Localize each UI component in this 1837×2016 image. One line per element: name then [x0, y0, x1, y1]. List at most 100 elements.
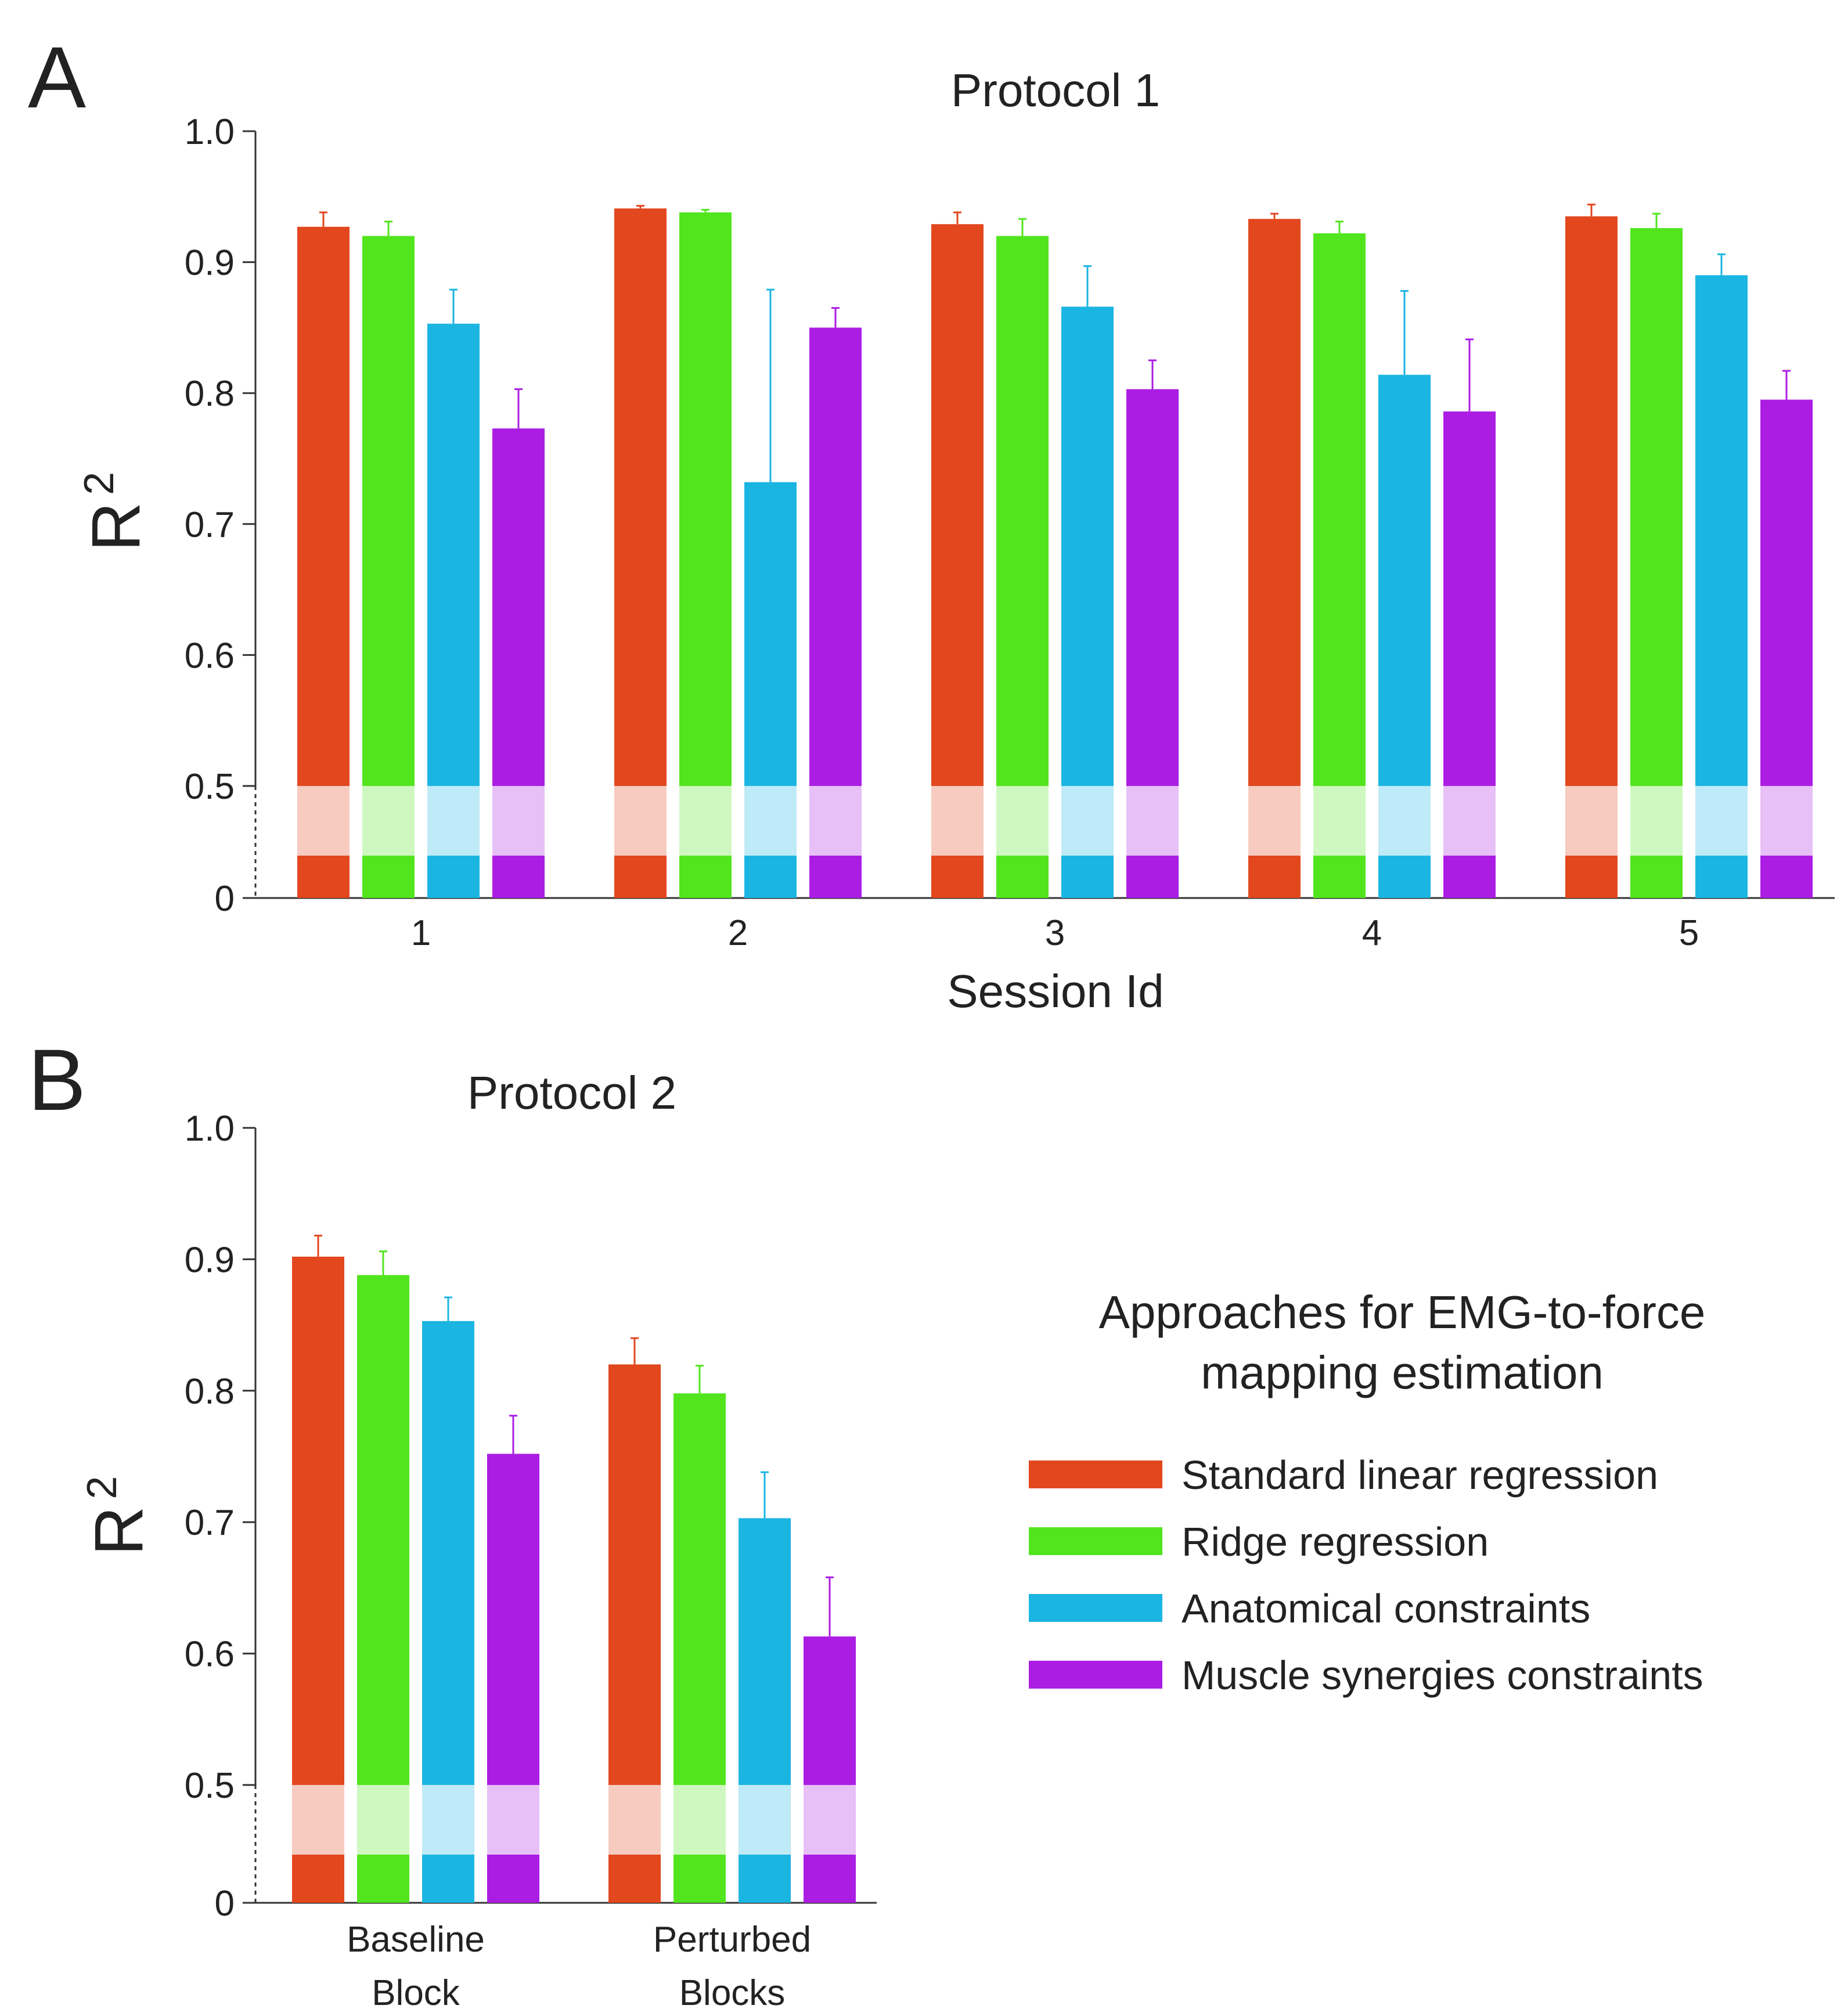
bar-break [1760, 786, 1813, 856]
legend-swatch [1029, 1594, 1162, 1622]
chart-a: 1.0 0.9 0.8 0.7 0.6 0.5 0 1 2 3 4 5 [185, 112, 1835, 953]
bar-base [1313, 856, 1366, 898]
bar-base [422, 1855, 474, 1903]
bar-break [1313, 786, 1366, 856]
bar [1313, 233, 1366, 786]
legend-title-line-1: Approaches for EMG-to-force [1099, 1286, 1706, 1338]
bar-break [804, 1785, 856, 1855]
legend-swatch [1029, 1661, 1162, 1689]
bar [804, 1636, 856, 1785]
chart-a-ylabel: R2 [76, 472, 154, 551]
bar-break [931, 786, 984, 856]
bar-base [931, 856, 984, 898]
bar [608, 1364, 661, 1785]
bar-base [996, 856, 1049, 898]
legend-label: Standard linear regression [1182, 1452, 1658, 1498]
y-tick-label: 0.6 [185, 1635, 235, 1675]
bar-base [1695, 856, 1748, 898]
bar [673, 1393, 726, 1785]
bar-base [614, 856, 667, 898]
chart-b-ylabel: R2 [79, 1476, 157, 1556]
y-tick-label: 0.8 [185, 1372, 235, 1412]
bar [487, 1454, 539, 1785]
bar-base [1248, 856, 1301, 898]
bar-base [1378, 856, 1431, 898]
legend-swatch [1029, 1460, 1162, 1488]
bar-base [427, 856, 480, 898]
bar [679, 212, 732, 786]
chart-a-title: Protocol 1 [951, 64, 1160, 116]
bar-base [492, 856, 545, 898]
bar-break [673, 1785, 726, 1855]
x-tick-label: 1 [411, 913, 431, 953]
bar-break [292, 1785, 344, 1855]
bar-base [1061, 856, 1114, 898]
chart-b: 1.0 0.9 0.8 0.7 0.6 0.5 0 Baseline Block Perturbe… [185, 1109, 877, 2013]
x-tick-label: 3 [1045, 913, 1065, 953]
bar-base [487, 1855, 539, 1903]
bar-base [292, 1855, 344, 1903]
x-tick-label: Blocks [679, 1973, 786, 2013]
bar-base [744, 856, 797, 898]
x-tick-label: 5 [1679, 913, 1699, 953]
bar [1565, 216, 1618, 786]
bar [1760, 399, 1813, 786]
legend-title-line-2: mapping estimation [1201, 1347, 1604, 1398]
bar-base [357, 1855, 409, 1903]
bar-base [608, 1855, 661, 1903]
x-tick-label: Baseline [347, 1920, 485, 1960]
bar-break [1443, 786, 1496, 856]
y-tick-label: 0.7 [185, 505, 235, 545]
bar [292, 1256, 344, 1785]
bar-break [1378, 786, 1431, 856]
bar [1443, 411, 1496, 786]
x-tick-label: Block [372, 1973, 460, 2013]
x-tick-label: 2 [728, 913, 748, 953]
bar-break [492, 786, 545, 856]
bar [427, 323, 480, 786]
bar-break [1695, 786, 1748, 856]
bar [931, 224, 984, 786]
y-tick-label: 0.7 [185, 1503, 235, 1543]
bar [809, 327, 862, 786]
legend-swatch [1029, 1527, 1162, 1555]
bar-break [1126, 786, 1179, 856]
bar [1630, 228, 1683, 787]
bar [1248, 219, 1301, 787]
bar-base [1126, 856, 1179, 898]
bar-break [1630, 786, 1683, 856]
bar-base [679, 856, 732, 898]
bar-base [1630, 856, 1683, 898]
bar-break [608, 1785, 661, 1855]
bar-break [422, 1785, 474, 1855]
bar [1126, 389, 1179, 786]
panel-letter-a: A [28, 28, 86, 126]
bar-break [744, 786, 797, 856]
bar-base [804, 1855, 856, 1903]
y-tick-label: 0.6 [185, 636, 235, 676]
x-tick-label: Perturbed [653, 1920, 811, 1960]
bar-base [1565, 856, 1618, 898]
bar-break [809, 786, 862, 856]
bar-break [427, 786, 480, 856]
y-tick-label: 1.0 [185, 112, 235, 152]
bar-break [357, 1785, 409, 1855]
bar-base [673, 1855, 726, 1903]
bar-break [614, 786, 667, 856]
y-tick-label: 0.5 [185, 1766, 235, 1806]
chart-b-title: Protocol 2 [467, 1067, 676, 1119]
bar [362, 236, 415, 787]
bar-break [1061, 786, 1114, 856]
y-tick-label: 1.0 [185, 1109, 235, 1149]
legend-label: Anatomical constraints [1182, 1586, 1590, 1631]
bar-base [297, 856, 350, 898]
bar-break [487, 1785, 539, 1855]
bar-base [1443, 856, 1496, 898]
bar-break [362, 786, 415, 856]
y-tick-label: 0.5 [185, 767, 235, 807]
bar [1061, 306, 1114, 786]
bar [744, 482, 797, 786]
y-tick-label: 0 [215, 1884, 235, 1924]
bar [297, 226, 350, 786]
